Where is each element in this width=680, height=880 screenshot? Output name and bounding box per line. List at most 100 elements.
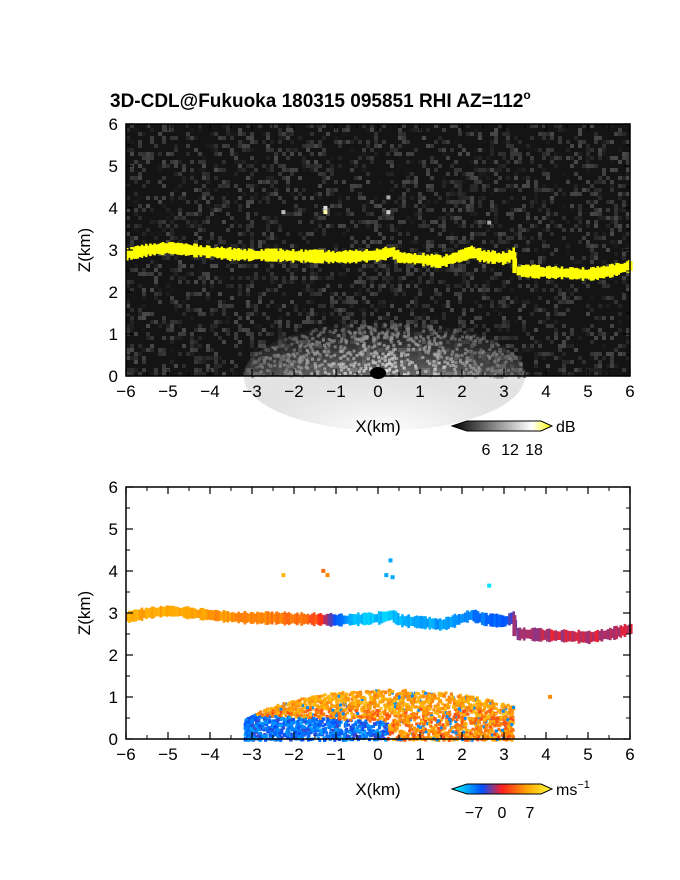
- low-level-velocity-bin: [290, 734, 294, 738]
- reflectivity-noise-pixel: [558, 292, 562, 296]
- low-level-velocity-bin: [421, 711, 425, 715]
- reflectivity-noise-pixel: [386, 268, 390, 272]
- cloud-layer-bin: [357, 250, 360, 262]
- reflectivity-noise-pixel: [626, 152, 630, 156]
- cloud-layer-bin: [541, 267, 545, 277]
- reflectivity-noise-pixel: [266, 220, 270, 224]
- reflectivity-noise-pixel: [126, 216, 130, 220]
- reflectivity-noise-pixel: [198, 324, 202, 328]
- reflectivity-noise-pixel: [406, 304, 410, 308]
- reflectivity-noise-pixel: [490, 336, 494, 340]
- cloud-layer-bin: [258, 251, 261, 260]
- reflectivity-noise-pixel: [626, 168, 630, 172]
- reflectivity-noise-pixel: [610, 140, 614, 144]
- cloud-layer-velocity-bin: [247, 613, 251, 623]
- reflectivity-colorbar-tick-label: 12: [501, 442, 519, 459]
- low-level-echo-pixel: [473, 339, 477, 343]
- reflectivity-noise-pixel: [174, 164, 178, 168]
- low-level-echo-pixel: [507, 368, 511, 372]
- reflectivity-noise-pixel: [602, 260, 606, 264]
- low-level-echo-pixel: [383, 333, 387, 337]
- low-level-echo-pixel: [279, 361, 283, 365]
- reflectivity-noise-pixel: [546, 208, 550, 212]
- reflectivity-noise-pixel: [618, 328, 622, 332]
- low-level-echo-pixel: [437, 335, 441, 339]
- low-level-echo-pixel: [338, 373, 342, 377]
- reflectivity-noise-pixel: [622, 276, 626, 280]
- reflectivity-noise-pixel: [598, 332, 602, 336]
- reflectivity-noise-pixel: [442, 184, 446, 188]
- reflectivity-noise-pixel: [250, 196, 254, 200]
- reflectivity-noise-pixel: [390, 288, 394, 292]
- reflectivity-noise-pixel: [178, 372, 182, 376]
- reflectivity-noise-pixel: [198, 368, 202, 372]
- cloud-layer-bin: [308, 249, 312, 263]
- reflectivity-noise-pixel: [482, 220, 486, 224]
- low-level-velocity-bin: [370, 725, 374, 729]
- reflectivity-noise-pixel: [126, 312, 130, 316]
- reflectivity-noise-pixel: [202, 164, 206, 168]
- cloud-layer-bin: [186, 244, 190, 256]
- reflectivity-noise-pixel: [538, 352, 542, 356]
- low-level-velocity-bin: [412, 693, 416, 697]
- reflectivity-noise-pixel: [398, 152, 402, 156]
- reflectivity-noise-pixel: [222, 184, 226, 188]
- reflectivity-noise-pixel: [594, 232, 598, 236]
- reflectivity-noise-pixel: [562, 128, 566, 132]
- reflectivity-noise-pixel: [390, 208, 394, 212]
- low-level-echo-pixel: [367, 325, 371, 329]
- reflectivity-noise-pixel: [194, 240, 198, 244]
- reflectivity-noise-pixel: [318, 220, 322, 224]
- reflectivity-noise-pixel: [242, 244, 246, 248]
- reflectivity-noise-pixel: [510, 148, 514, 152]
- reflectivity-noise-pixel: [622, 140, 626, 144]
- cloud-layer-bin: [210, 247, 213, 257]
- low-level-echo-pixel: [384, 364, 388, 368]
- reflectivity-noise-pixel: [410, 172, 414, 176]
- reflectivity-noise-pixel: [242, 160, 246, 164]
- low-level-echo-pixel: [393, 361, 397, 365]
- cloud-layer-velocity-bin: [228, 612, 232, 622]
- reflectivity-noise-pixel: [386, 152, 390, 156]
- reflectivity-noise-pixel: [374, 144, 378, 148]
- reflectivity-noise-pixel: [538, 340, 542, 344]
- reflectivity-noise-pixel: [618, 288, 622, 292]
- reflectivity-noise-pixel: [626, 172, 630, 176]
- cloud-layer-velocity-bin: [210, 609, 213, 621]
- reflectivity-noise-pixel: [222, 320, 226, 324]
- reflectivity-noise-pixel: [146, 156, 150, 160]
- reflectivity-ytick-label: 1: [109, 325, 118, 344]
- reflectivity-noise-pixel: [570, 156, 574, 160]
- reflectivity-noise-pixel: [586, 284, 590, 288]
- reflectivity-noise-pixel: [142, 360, 146, 364]
- low-level-echo-pixel: [342, 366, 346, 370]
- cloud-layer-velocity-bin: [525, 629, 528, 639]
- reflectivity-noise-pixel: [238, 316, 242, 320]
- cloud-layer-bin: [525, 264, 528, 278]
- reflectivity-noise-pixel: [410, 248, 414, 252]
- reflectivity-noise-pixel: [150, 320, 154, 324]
- cloud-layer-velocity-bin: [441, 620, 444, 630]
- reflectivity-noise-pixel: [338, 312, 342, 316]
- low-level-echo-pixel: [422, 329, 426, 333]
- reflectivity-noise-pixel: [530, 288, 534, 292]
- reflectivity-noise-pixel: [242, 264, 246, 268]
- low-level-echo-pixel: [363, 336, 367, 340]
- reflectivity-noise-pixel: [178, 276, 182, 280]
- reflectivity-noise-pixel: [374, 292, 378, 296]
- low-level-echo-pixel: [517, 371, 521, 375]
- cloud-layer-bin: [321, 249, 324, 264]
- cloud-layer-velocity-bin: [546, 628, 549, 642]
- low-level-echo-pixel: [299, 359, 303, 363]
- reflectivity-noise-pixel: [494, 208, 498, 212]
- reflectivity-noise-pixel: [274, 180, 278, 184]
- reflectivity-noise-pixel: [358, 192, 362, 196]
- reflectivity-noise-pixel: [286, 136, 290, 140]
- reflectivity-noise-pixel: [338, 200, 342, 204]
- reflectivity-noise-pixel: [478, 232, 482, 236]
- low-level-echo-pixel: [382, 343, 386, 347]
- reflectivity-noise-pixel: [614, 156, 618, 160]
- low-level-velocity-bin: [445, 698, 449, 702]
- reflectivity-noise-pixel: [378, 288, 382, 292]
- reflectivity-noise-pixel: [178, 204, 182, 208]
